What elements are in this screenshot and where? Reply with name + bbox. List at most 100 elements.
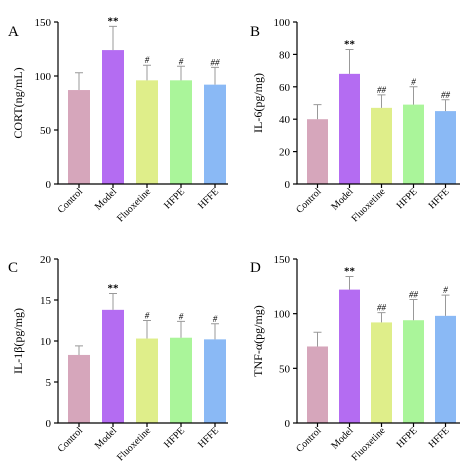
bar-control xyxy=(68,90,90,184)
category-label: HFFE xyxy=(427,425,452,450)
category-label: Model xyxy=(93,186,119,212)
y-tick-label: 50 xyxy=(279,363,291,375)
error-bar xyxy=(441,294,450,316)
category-label: HFFE xyxy=(196,186,221,211)
category-label: Model xyxy=(329,186,355,212)
category-label: Control xyxy=(294,425,324,455)
category-label: Fluoxetine xyxy=(115,186,153,224)
error-bar xyxy=(409,298,418,321)
y-tick-label: 100 xyxy=(35,71,52,83)
significance-mark: ** xyxy=(108,282,120,294)
significance-mark: ## xyxy=(377,303,387,313)
y-tick-label: 100 xyxy=(274,309,291,321)
y-axis-title: IL-1β(pg/mg) xyxy=(11,308,25,374)
y-tick-label: 50 xyxy=(40,125,52,137)
category-label: HFFE xyxy=(427,186,452,211)
bar-model xyxy=(102,309,124,423)
category-label: HFPE xyxy=(395,425,420,450)
category-label: Fluoxetine xyxy=(350,425,388,463)
bar-fluoxetine xyxy=(136,80,158,184)
error-bar xyxy=(75,72,83,91)
significance-mark: # xyxy=(145,55,150,65)
chart-panel-a: A CORT(ng/mL) Control ** Model # Fluoxetine # HF… xyxy=(8,15,228,224)
y-tick-label: 15 xyxy=(40,295,52,307)
error-bar xyxy=(313,104,322,120)
bar-fluoxetine xyxy=(371,107,392,184)
significance-mark: ## xyxy=(441,90,451,100)
significance-mark: ** xyxy=(344,265,356,277)
error-bar xyxy=(177,65,185,81)
category-label: Fluoxetine xyxy=(115,425,153,463)
panel-letter: C xyxy=(8,260,18,276)
significance-mark: ## xyxy=(409,289,419,299)
category-label: HFPE xyxy=(162,425,187,450)
y-axis-title: TNF-α(pg/mg) xyxy=(251,305,265,377)
chart-panel-b: B IL-6(pg/mg) Control ** Model ## Fluoxetine # H… xyxy=(250,17,460,224)
category-label: HFFE xyxy=(196,425,221,450)
error-bar xyxy=(143,320,151,339)
error-bar xyxy=(377,94,386,108)
significance-mark: ** xyxy=(344,39,356,51)
category-label: Model xyxy=(93,425,119,451)
significance-mark: # xyxy=(179,311,184,321)
bar-hfpe xyxy=(170,80,192,184)
category-label: Control xyxy=(56,425,86,455)
y-tick-label: 20 xyxy=(279,147,291,159)
y-axis-title: IL-6(pg/mg) xyxy=(251,73,265,133)
error-bar xyxy=(211,323,219,340)
y-tick-label: 40 xyxy=(279,114,291,126)
significance-mark: # xyxy=(179,56,184,66)
error-bar xyxy=(345,275,354,290)
category-label: Model xyxy=(329,425,355,451)
y-tick-label: 150 xyxy=(35,17,52,29)
panel-letter: B xyxy=(250,24,260,40)
bar-fluoxetine xyxy=(371,322,392,423)
bar-hffe xyxy=(435,315,456,423)
significance-mark: ## xyxy=(211,57,221,67)
error-bar xyxy=(109,25,117,51)
bar-fluoxetine xyxy=(136,338,158,423)
bar-hfpe xyxy=(403,320,424,423)
chart-panel-d: D TNF-α(pg/mg) Control ** Model ## Fluoxetine #… xyxy=(250,254,460,463)
bar-hffe xyxy=(204,339,226,423)
error-bar xyxy=(409,86,418,105)
error-bar xyxy=(441,99,450,112)
error-bar xyxy=(345,49,354,74)
panel-letter: A xyxy=(8,24,19,40)
error-bar xyxy=(143,64,151,81)
bar-control xyxy=(68,354,90,423)
chart-panel-c: C IL-1β(pg/mg) Control ** Model # Fluoxetine # H… xyxy=(8,254,228,463)
error-bar xyxy=(109,292,117,310)
significance-mark: ## xyxy=(377,85,387,95)
bar-hfpe xyxy=(170,337,192,423)
y-tick-label: 150 xyxy=(274,254,291,266)
error-bar xyxy=(75,345,83,355)
y-tick-label: 10 xyxy=(40,336,52,348)
y-tick-label: 5 xyxy=(46,377,52,389)
category-label: Control xyxy=(294,186,324,216)
category-label: HFPE xyxy=(395,186,420,211)
category-label: Control xyxy=(56,186,86,216)
category-label: Fluoxetine xyxy=(350,186,388,224)
bar-hfpe xyxy=(403,104,424,184)
error-bar xyxy=(211,66,219,85)
category-label: HFPE xyxy=(162,186,187,211)
y-tick-label: 80 xyxy=(279,49,291,61)
y-tick-label: 100 xyxy=(274,17,291,29)
significance-mark: ** xyxy=(108,15,120,27)
y-tick-label: 20 xyxy=(40,254,52,266)
error-bar xyxy=(377,312,386,323)
significance-mark: # xyxy=(213,314,218,324)
error-bar xyxy=(313,331,322,347)
y-tick-label: 0 xyxy=(46,179,52,191)
bar-hffe xyxy=(435,111,456,184)
y-tick-label: 0 xyxy=(285,418,291,430)
significance-mark: # xyxy=(411,77,416,87)
significance-mark: # xyxy=(145,311,150,321)
error-bar xyxy=(177,320,185,338)
y-tick-label: 0 xyxy=(46,418,52,430)
bar-control xyxy=(307,346,328,423)
y-axis-title: CORT(ng/mL) xyxy=(11,67,25,138)
bar-control xyxy=(307,119,328,184)
